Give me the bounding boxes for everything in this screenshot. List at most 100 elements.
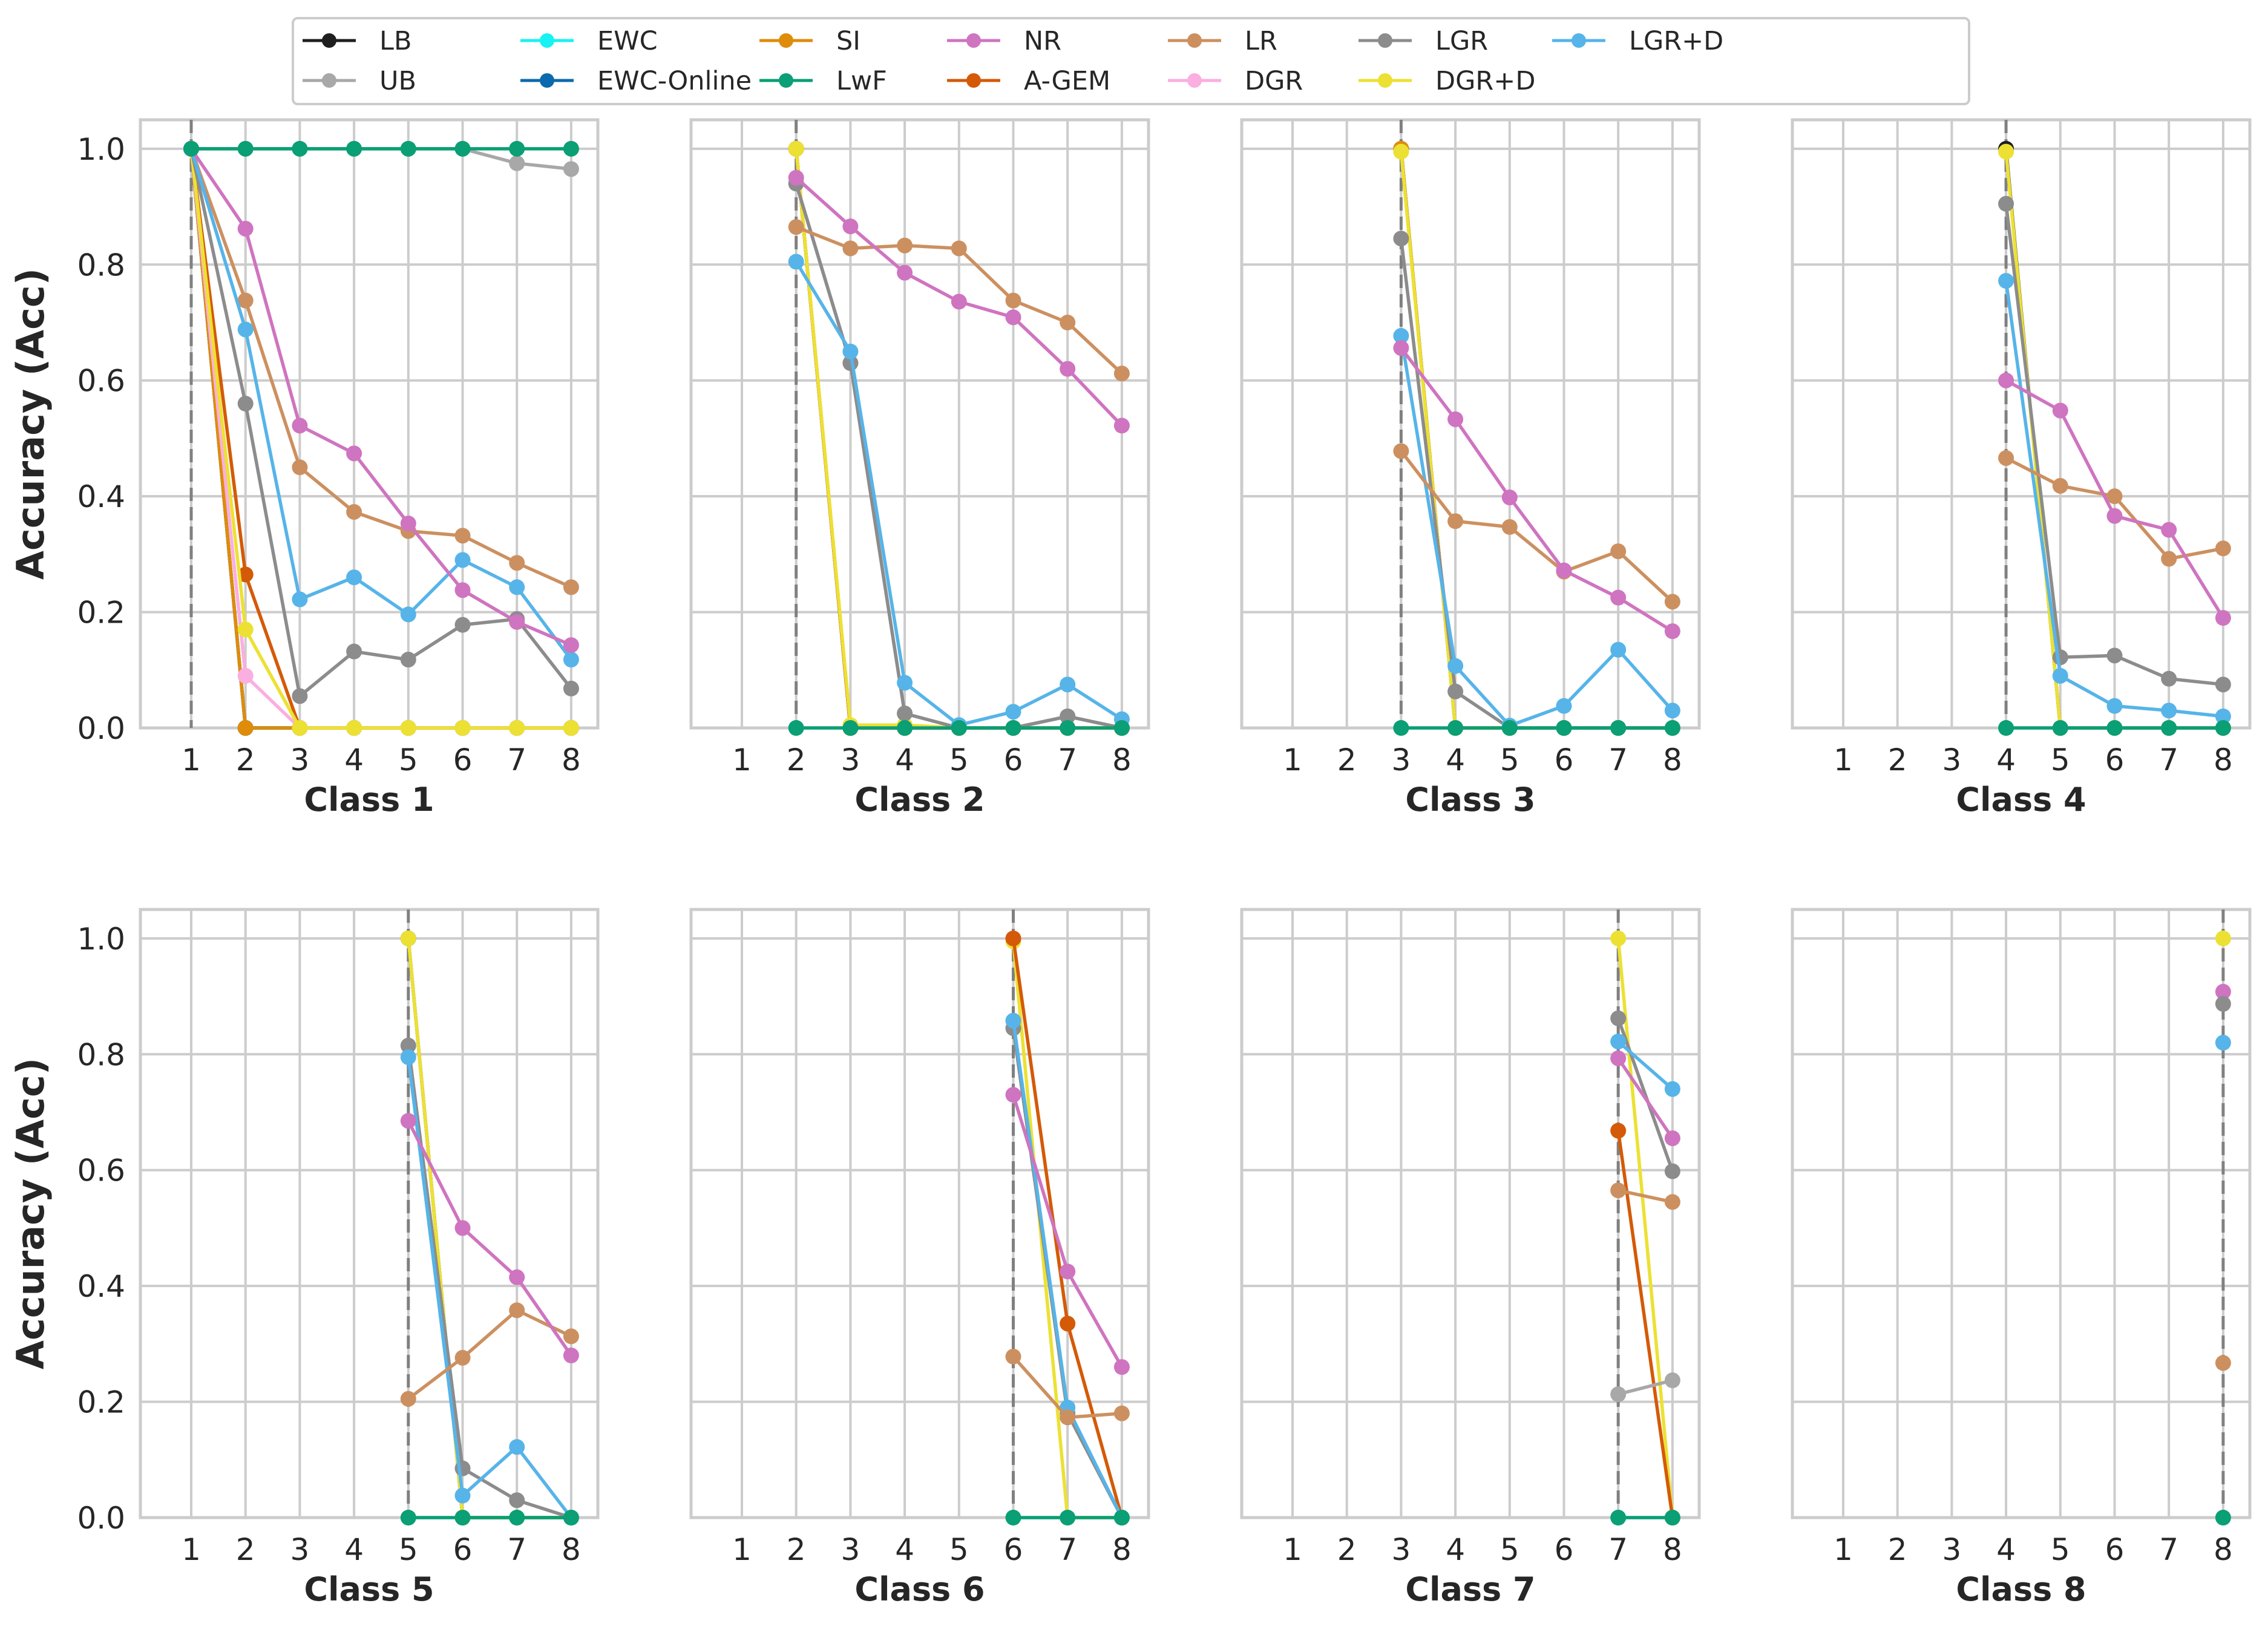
data-point <box>1447 720 1464 736</box>
data-point <box>1005 292 1021 309</box>
legend-marker <box>540 73 554 88</box>
legend-marker <box>1187 73 1202 88</box>
y-axis-label: Accuracy (Acc) <box>8 1058 53 1369</box>
data-point <box>1664 1194 1680 1210</box>
panel-class-7: 1 2 3 4 5 6 7 8 Class 7 <box>1240 908 1701 1608</box>
data-point <box>454 582 471 598</box>
x-tick-label: 5 <box>949 1532 969 1567</box>
series-lr <box>1005 1348 1130 1426</box>
data-point <box>454 1510 471 1525</box>
data-point <box>1610 589 1627 606</box>
data-point <box>842 218 859 235</box>
x-tick-label: 6 <box>1004 1532 1023 1567</box>
data-point <box>1664 1163 1680 1179</box>
legend-label: LGR+D <box>1629 26 1723 56</box>
data-point <box>2215 720 2231 736</box>
data-point <box>237 720 254 736</box>
data-point <box>2106 647 2123 664</box>
data-point <box>2161 670 2177 687</box>
data-point <box>346 140 362 157</box>
data-point <box>1393 328 1409 344</box>
data-point <box>842 720 859 736</box>
series-lgr <box>2215 996 2231 1012</box>
legend-label: UB <box>379 66 416 96</box>
data-point <box>1610 1386 1627 1403</box>
data-point <box>2215 540 2231 557</box>
panel-class-8: 1 2 3 4 5 6 7 8 Class 8 <box>1791 908 2252 1608</box>
data-point <box>1393 340 1409 356</box>
data-point <box>2106 508 2123 524</box>
x-tick-label: 1 <box>732 1532 752 1567</box>
data-point <box>1113 720 1130 736</box>
data-point <box>237 566 254 583</box>
series-lgr-d <box>1610 1034 1680 1097</box>
data-point <box>1664 594 1680 610</box>
panel-class-6: 1 2 3 4 5 6 7 8 Class 6 <box>689 908 1150 1608</box>
data-point <box>2052 477 2068 494</box>
series-nr <box>1998 372 2231 626</box>
data-point <box>2161 703 2177 719</box>
data-point <box>2215 930 2231 946</box>
legend-label: LB <box>379 26 411 56</box>
data-point <box>1610 1034 1627 1050</box>
data-point <box>1610 1050 1627 1066</box>
x-tick-label: 3 <box>1391 1532 1411 1567</box>
x-tick-label: 5 <box>2051 742 2070 778</box>
data-point <box>563 680 579 696</box>
x-tick-label: 3 <box>290 1532 309 1567</box>
data-point <box>509 614 525 630</box>
x-tick-label: 7 <box>1058 1532 1077 1567</box>
data-point <box>1060 677 1076 693</box>
series-lwf <box>1005 1510 1130 1525</box>
data-point <box>1060 708 1076 724</box>
x-tick-label: 7 <box>2159 1532 2178 1567</box>
x-tick-label: 5 <box>2051 1532 2070 1567</box>
data-point <box>509 1439 525 1455</box>
legend-entry: LR <box>1168 26 1277 56</box>
data-point <box>400 930 416 946</box>
data-point <box>1664 1081 1680 1097</box>
data-point <box>2161 720 2177 736</box>
data-point <box>292 418 308 434</box>
y-tick-label: 0.8 <box>77 247 125 283</box>
series-nr <box>1393 340 1680 640</box>
x-tick-label: 3 <box>290 742 309 778</box>
legend-marker <box>779 73 793 88</box>
data-point <box>454 1349 471 1366</box>
series-nr <box>788 169 1130 434</box>
data-point <box>400 1049 416 1066</box>
x-tick-label: 8 <box>2214 1532 2233 1567</box>
data-point <box>509 720 525 736</box>
x-tick-label: 1 <box>1283 742 1302 778</box>
data-point <box>1998 273 2014 289</box>
x-tick-label: 8 <box>1112 742 1132 778</box>
data-point <box>454 1220 471 1236</box>
data-point <box>2215 1355 2231 1371</box>
data-point <box>563 637 579 654</box>
data-point <box>1447 683 1464 700</box>
legend-label: EWC <box>597 26 658 56</box>
series-line <box>1616 1017 1674 1172</box>
data-point <box>563 161 579 177</box>
x-tick-label: 6 <box>1555 1532 1574 1567</box>
x-axis-label: Class 2 <box>854 781 985 819</box>
data-point <box>563 1348 579 1363</box>
data-point <box>292 688 308 704</box>
x-tick-label: 2 <box>1888 742 1907 778</box>
x-tick-label: 8 <box>2214 742 2233 778</box>
series-line <box>189 148 573 661</box>
y-axis-label: Accuracy (Acc) <box>8 268 53 580</box>
data-point <box>1610 720 1627 736</box>
data-point <box>1664 720 1680 736</box>
data-point <box>1005 720 1021 736</box>
data-point <box>1005 704 1021 720</box>
data-point <box>1113 1510 1130 1525</box>
y-tick-label: 0.4 <box>77 1269 125 1304</box>
x-axis-label: Class 6 <box>854 1570 985 1608</box>
data-point <box>1610 1182 1627 1199</box>
data-point <box>454 528 471 544</box>
series-lwf <box>1393 720 1680 736</box>
y-tick-label: 0.0 <box>77 711 125 746</box>
legend-label: EWC-Online <box>597 66 752 96</box>
data-point <box>1610 1510 1627 1525</box>
